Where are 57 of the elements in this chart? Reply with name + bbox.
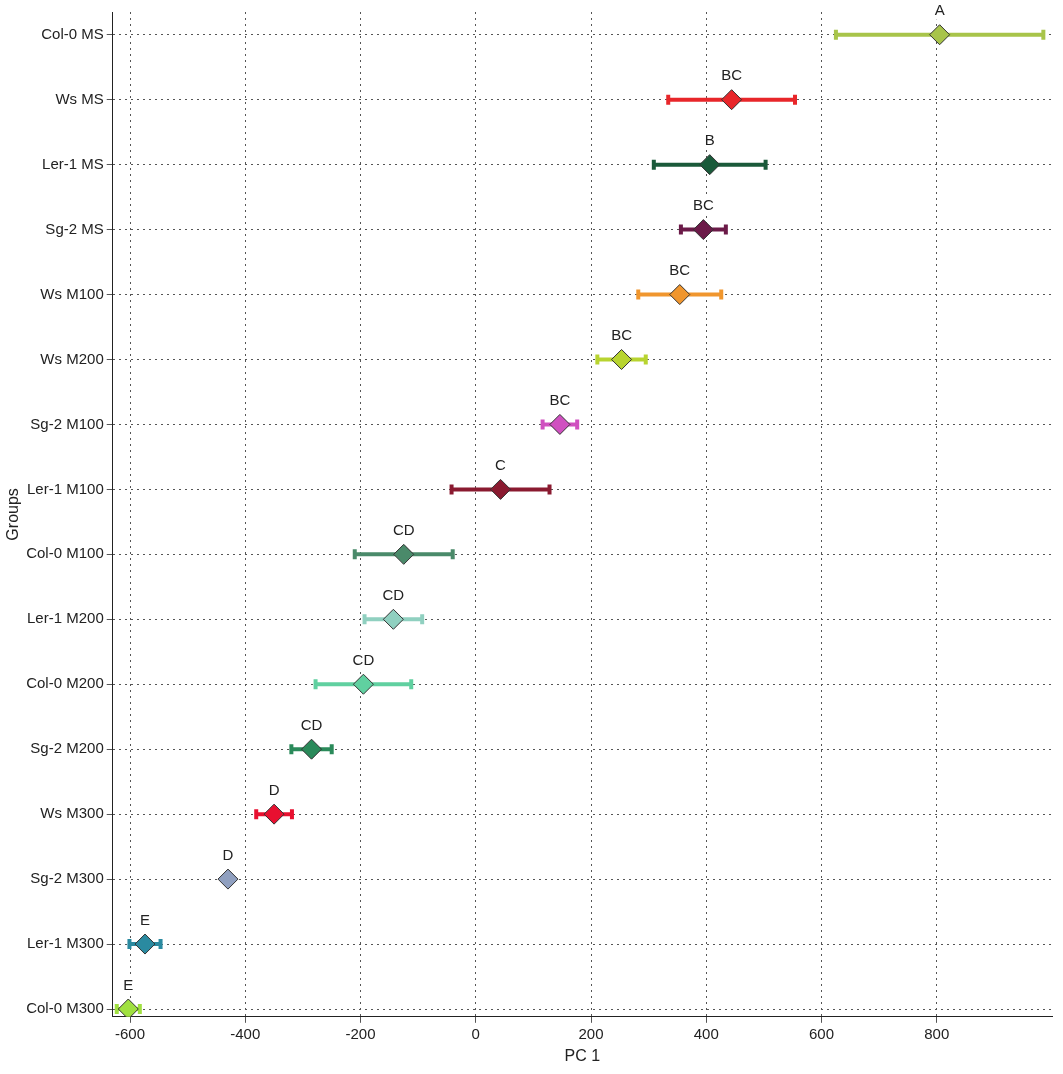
point [549,413,571,435]
annotation: E [140,910,151,928]
point [393,543,415,565]
annotation: D [268,780,280,798]
point [699,154,721,176]
annotation: BC [692,196,714,214]
point [669,284,691,306]
point [134,933,156,955]
annotation: A [934,1,945,19]
annotation: B [704,131,715,149]
x-tick-label: -200 [345,1024,376,1042]
point [721,89,743,111]
point [301,738,323,760]
y-tick-label: Col-0 M200 [26,674,104,692]
y-tick-label: Sg-2 MS [45,219,104,237]
y-tick-label: Col-0 M100 [26,544,104,562]
annotation: CD [352,650,375,668]
y-tick-label: Col-0 MS [41,24,104,42]
point [611,348,633,370]
point [263,803,285,825]
y-tick-label: Sg-2 M300 [30,869,104,887]
y-tick-label: Ler-1 M100 [27,479,104,497]
annotation: CD [392,520,415,538]
point [217,868,239,890]
x-tick-label: 0 [471,1024,480,1042]
x-axis-title: PC 1 [564,1046,601,1064]
x-tick-label: 200 [578,1024,604,1042]
y-tick-label: Ws M300 [40,804,104,822]
annotation: CD [382,585,405,603]
y-tick-label: Ler-1 MS [42,154,104,172]
y-tick-label: Sg-2 M100 [30,414,104,432]
y-tick-label: Ler-1 M300 [27,934,104,952]
x-tick-label: 800 [924,1024,950,1042]
y-tick-label: Ws MS [55,89,104,107]
x-tick-label: -400 [230,1024,261,1042]
y-tick-label: Col-0 M300 [26,999,104,1017]
annotation: C [495,456,507,474]
point [490,478,512,500]
x-tick-label: 400 [693,1024,719,1042]
y-tick-label: Sg-2 M200 [30,739,104,757]
point [929,24,951,46]
annotation: BC [669,261,691,279]
x-tick-label: 600 [808,1024,835,1042]
y-tick-label: Ws M200 [40,349,104,367]
point [692,219,714,241]
annotation: D [222,845,234,863]
point [382,608,404,630]
annotation: BC [549,391,571,409]
annotation: BC [721,66,743,84]
y-tick-label: Ws M100 [40,284,104,302]
annotation: CD [300,715,323,733]
y-axis-title: Groups [4,488,22,541]
point [352,673,374,695]
x-tick-label: -600 [115,1024,146,1042]
annotation: BC [611,326,633,344]
y-tick-label: Ler-1 M200 [27,609,104,627]
annotation: E [123,975,134,993]
